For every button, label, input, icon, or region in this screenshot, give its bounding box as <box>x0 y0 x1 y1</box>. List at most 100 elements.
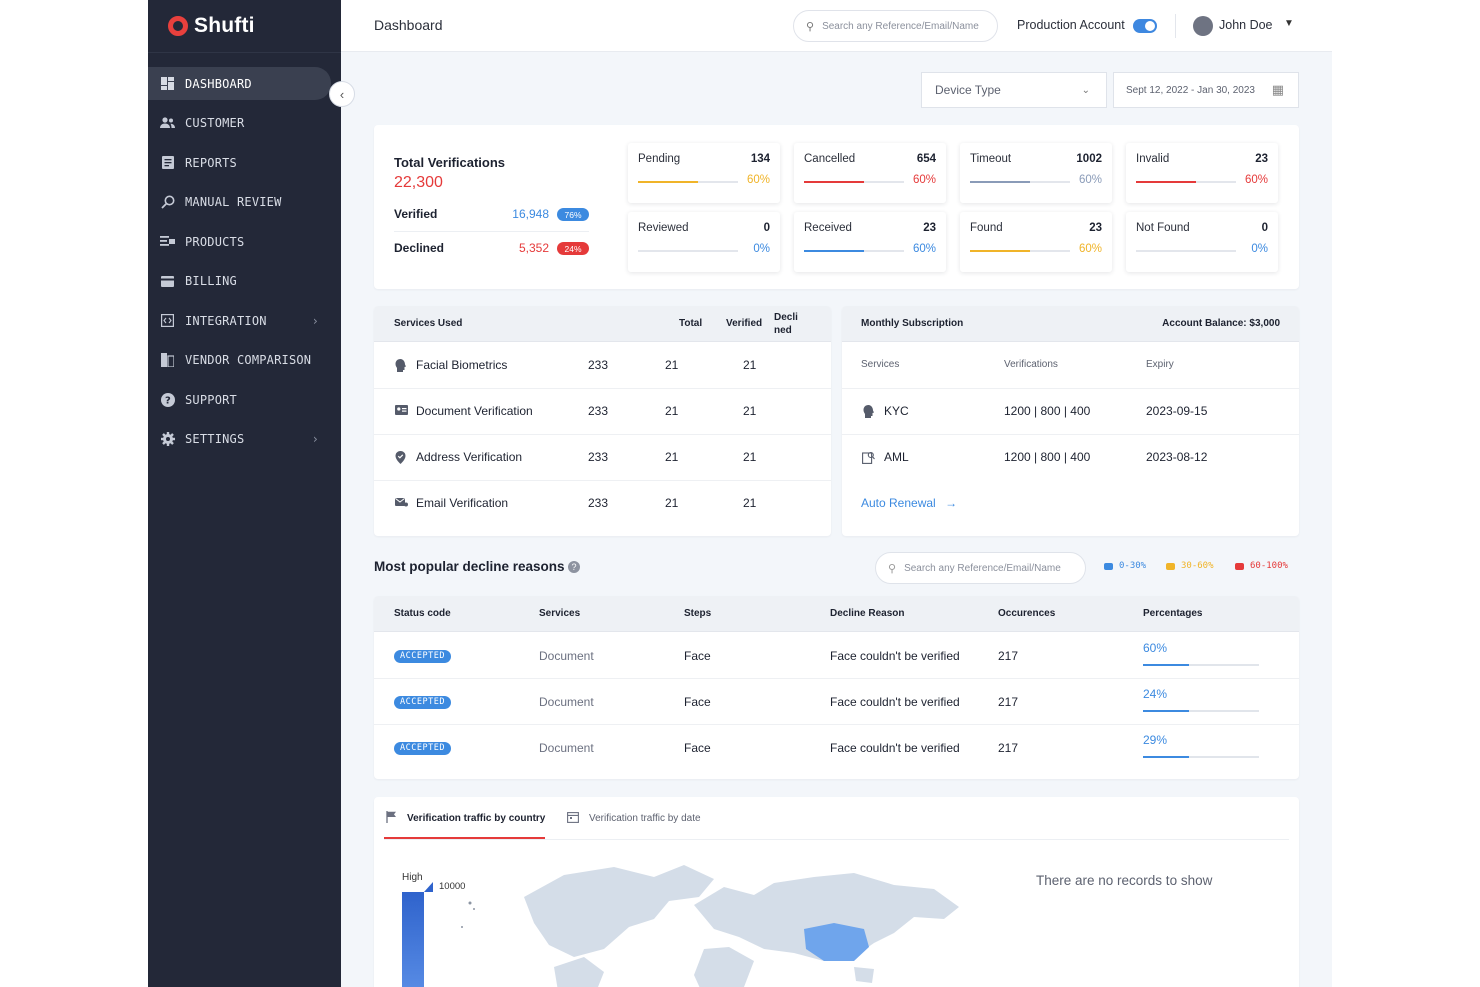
stat-progress-track <box>804 250 904 252</box>
stat-value: 23 <box>1089 222 1102 234</box>
service-name: Facial Biometrics <box>416 358 508 372</box>
device-type-value: Device Type <box>935 83 1001 97</box>
brand-logo[interactable]: Shufti <box>148 0 341 53</box>
stat-progress-fill <box>638 181 698 183</box>
heat-scale-bar <box>402 892 424 987</box>
dashboard-grid-icon <box>160 76 175 91</box>
stat-progress-fill <box>970 181 1030 183</box>
subscription-expiry: 2023-08-12 <box>1146 450 1208 464</box>
search-placeholder: Search any Reference/Email/Name <box>904 562 1061 574</box>
subscription-row[interactable]: KYC 1200 | 800 | 400 2023-09-15 <box>842 389 1299 435</box>
percentage-progress-fill <box>1143 710 1190 712</box>
legend-label: 0-30% <box>1119 561 1147 571</box>
percentage-progress-fill <box>1143 756 1190 758</box>
legend-label: 60-100% <box>1250 561 1288 571</box>
declined-label: Declined <box>394 241 445 255</box>
table-row[interactable]: ACCEPTED Document Face Face couldn't be … <box>374 725 1299 771</box>
stat-card-invalid[interactable]: Invalid 23 60% <box>1126 143 1278 203</box>
service-name: Address Verification <box>416 450 523 464</box>
sidebar-item-customer[interactable]: CUSTOMER <box>148 107 341 140</box>
subscription-row[interactable]: AML 1200 | 800 | 400 2023-08-12 <box>842 435 1299 481</box>
auto-renewal-link[interactable]: Auto Renewal → <box>861 496 957 510</box>
stat-card-timeout[interactable]: Timeout 1002 60% <box>960 143 1112 203</box>
location-pin-icon <box>395 451 409 465</box>
sidebar-item-reports[interactable]: REPORTS <box>148 146 341 179</box>
stat-value: 1002 <box>1076 153 1102 165</box>
decline-occurrences: 217 <box>998 741 1019 755</box>
stat-progress-track <box>970 250 1070 252</box>
sidebar-item-dashboard[interactable]: DASHBOARD <box>148 67 331 100</box>
stat-progress-fill <box>804 250 864 252</box>
decline-service: Document <box>539 741 594 755</box>
avatar[interactable] <box>1193 16 1213 36</box>
table-row[interactable]: Email Verification 233 21 21 <box>374 481 831 527</box>
stat-value: 0 <box>1261 222 1268 234</box>
sidebar-item-manual-review[interactable]: MANUAL REVIEW <box>148 186 341 219</box>
total-verifications-value: 22,300 <box>394 174 443 191</box>
tab-traffic-by-country[interactable]: Verification traffic by country <box>386 811 545 826</box>
world-map[interactable] <box>454 857 964 987</box>
stat-percent: 60% <box>746 174 770 186</box>
sidebar-item-products[interactable]: PRODUCTS <box>148 225 341 258</box>
column-header-services: Services <box>861 359 900 370</box>
header-search-input[interactable]: ⚲ Search any Reference/Email/Name <box>793 10 998 42</box>
caret-down-icon[interactable]: ▼ <box>1284 18 1294 29</box>
decline-step: Face <box>684 649 711 663</box>
subscription-title: Monthly Subscription <box>861 318 964 329</box>
status-badge: ACCEPTED <box>394 650 451 663</box>
help-icon[interactable]: ? <box>568 561 580 573</box>
user-name[interactable]: John Doe <box>1219 18 1273 32</box>
stat-card-not-found[interactable]: Not Found 0 0% <box>1126 212 1278 272</box>
stat-progress-fill <box>970 250 1030 252</box>
stat-percent: 60% <box>1078 174 1102 186</box>
column-header-status: Status code <box>394 608 451 619</box>
stat-percent: 0% <box>753 243 770 255</box>
date-range-picker[interactable]: Sept 12, 2022 - Jan 30, 2023 ▦ <box>1113 72 1299 108</box>
table-row[interactable]: Address Verification 233 21 21 <box>374 435 831 481</box>
sidebar-item-billing[interactable]: BILLING <box>148 265 341 298</box>
magnify-review-icon <box>160 195 175 210</box>
service-verified: 21 <box>665 358 679 372</box>
column-header-service: Services Used <box>394 318 463 329</box>
arrow-right-icon: → <box>945 496 958 510</box>
sidebar-item-settings[interactable]: SETTINGS › <box>148 423 341 456</box>
column-header-declined: Decli ned <box>774 312 798 336</box>
stat-card-cancelled[interactable]: Cancelled 654 60% <box>794 143 946 203</box>
tab-label: Verification traffic by date <box>589 813 701 824</box>
decline-search-input[interactable]: ⚲ Search any Reference/Email/Name <box>875 552 1086 584</box>
table-row[interactable]: Facial Biometrics 233 21 21 <box>374 343 831 389</box>
service-verified: 21 <box>665 496 679 510</box>
scale-max-value: 10000 <box>439 881 466 892</box>
table-row[interactable]: ACCEPTED Document Face Face couldn't be … <box>374 679 1299 725</box>
sidebar-item-integration[interactable]: INTEGRATION › <box>148 304 341 337</box>
stat-value: 0 <box>763 222 770 234</box>
stat-label: Cancelled <box>804 153 856 165</box>
declined-count: 5,352 <box>518 241 549 255</box>
decline-reason: Face couldn't be verified <box>830 695 960 709</box>
declined-percent-badge: 24% <box>557 242 589 255</box>
service-total: 233 <box>588 450 609 464</box>
sidebar-item-label: INTEGRATION <box>185 313 267 328</box>
stat-card-found[interactable]: Found 23 60% <box>960 212 1112 272</box>
service-declined: 21 <box>743 358 757 372</box>
table-row[interactable]: Document Verification 233 21 21 <box>374 389 831 435</box>
service-name: Document Verification <box>416 404 533 418</box>
verification-traffic-card: Verification traffic by country Verifica… <box>374 797 1299 987</box>
service-declined: 21 <box>743 450 757 464</box>
decline-percentage: 60% <box>1143 641 1168 655</box>
sidebar-item-support[interactable]: ? SUPPORT <box>148 383 341 416</box>
shufti-logo-icon <box>168 16 188 36</box>
stat-card-pending[interactable]: Pending 134 60% <box>628 143 780 203</box>
decline-occurrences: 217 <box>998 695 1019 709</box>
collapse-sidebar-button[interactable]: ‹ <box>329 81 355 107</box>
table-row[interactable]: ACCEPTED Document Face Face couldn't be … <box>374 633 1299 679</box>
legend-swatch <box>1166 562 1175 570</box>
chevron-down-icon: ⌄ <box>1081 84 1090 96</box>
tab-traffic-by-date[interactable]: Verification traffic by date <box>567 811 701 826</box>
sidebar-item-vendor-comparison[interactable]: VENDOR COMPARISON <box>148 344 341 377</box>
stat-card-received[interactable]: Received 23 60% <box>794 212 946 272</box>
service-total: 233 <box>588 404 609 418</box>
production-account-toggle[interactable] <box>1133 19 1157 33</box>
device-type-select[interactable]: Device Type ⌄ <box>921 72 1107 108</box>
stat-card-reviewed[interactable]: Reviewed 0 0% <box>628 212 780 272</box>
